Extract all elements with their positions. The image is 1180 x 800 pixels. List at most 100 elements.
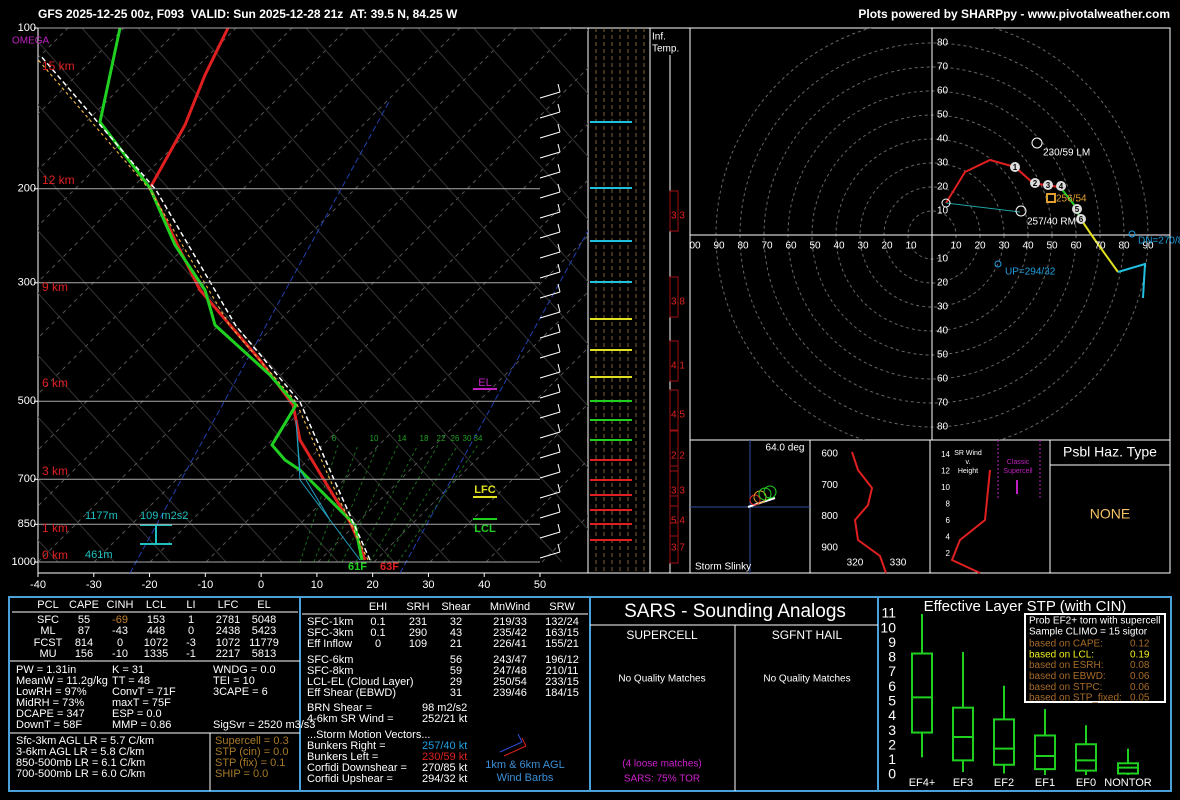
hodo-tick: 60 <box>1070 241 1082 252</box>
hodo-tick: 90 <box>713 241 725 252</box>
wind-barb <box>539 131 561 139</box>
theta-e-ptick: 600 <box>821 449 838 460</box>
stp-legend-label: based on STPC: <box>1029 682 1102 693</box>
kinematic-header: SRW <box>549 601 575 613</box>
hodo-tick: 30 <box>937 158 949 169</box>
thermo-cell: 87 <box>78 625 90 637</box>
dewpoint-profile <box>98 28 364 561</box>
wind-barb <box>557 143 561 153</box>
sr-wind-tick: 6 <box>946 516 951 525</box>
hodo-tick: 20 <box>937 182 949 193</box>
stp-tick: 5 <box>888 693 896 709</box>
wind-barb <box>557 223 561 233</box>
hodo-tick: 50 <box>809 241 821 252</box>
wind-barb <box>539 151 561 159</box>
kinematic-cell: 239/46 <box>493 687 527 699</box>
thermo-cell: -10 <box>112 648 128 660</box>
wind-barb <box>539 311 561 319</box>
kinematic-cell: 231 <box>409 616 427 628</box>
inf-temp-title: Inf. <box>652 32 666 43</box>
dry-adiabat <box>38 416 171 563</box>
hodo-tick: 80 <box>737 241 749 252</box>
skewt-annotation: 61F <box>348 561 367 573</box>
pressure-label: 850 <box>18 518 36 530</box>
stp-tick: 7 <box>888 663 896 679</box>
stp-tick: 11 <box>881 605 896 621</box>
wind-barb <box>557 343 561 353</box>
wind-barb <box>557 243 561 253</box>
hodo-tick: 20 <box>881 241 893 252</box>
kinematic-row-label: LCL-EL (Cloud Layer) <box>307 676 414 688</box>
skewt-annotation: 461m <box>85 549 113 561</box>
hodo-tick: 10 <box>905 241 917 252</box>
hodo-tick: 70 <box>937 62 949 73</box>
stp-legend-label: based on CAPE: <box>1029 639 1103 650</box>
panel-frames <box>8 596 1172 792</box>
thermo-header: LCL <box>146 599 166 611</box>
motion-value: 257/40 kt <box>422 740 467 752</box>
kinematic-extra: BRN Shear = <box>307 702 372 714</box>
hodo-tick: 80 <box>1118 241 1130 252</box>
severe-index: SHIP = 0.0 <box>215 768 268 780</box>
inf-temp-bar <box>669 276 679 318</box>
kinematic-row-label: Eff Inflow <box>307 638 352 650</box>
inf-temp-bar <box>669 340 679 382</box>
thermo-cell: -3 <box>186 637 196 649</box>
kinematic-cell: 29 <box>450 676 462 688</box>
stp-tick: 8 <box>888 649 896 665</box>
isotherm <box>317 291 588 563</box>
pressure-label: 1000 <box>12 556 36 568</box>
inf-temp-bar <box>669 465 679 507</box>
wind-barb <box>539 351 561 359</box>
sr-wind-tick: 14 <box>941 450 950 459</box>
thermo-cell: 0 <box>117 637 123 649</box>
inf-temp-value: 4.1 <box>671 361 685 372</box>
temperature-label: 50 <box>534 579 546 591</box>
kinematic-cell: 0 <box>375 638 381 650</box>
wind-barb <box>539 231 561 239</box>
height-mark-label: 5 <box>1075 205 1080 214</box>
stp-tick: 1 <box>888 751 896 767</box>
kinematic-extra-value: 98 m2/s2 <box>422 702 467 714</box>
thermo-cell: 156 <box>75 648 93 660</box>
kinematic-cell: 59 <box>450 665 462 677</box>
kinematic-cell: 233/15 <box>545 676 579 688</box>
dry-adiabat <box>38 354 227 563</box>
sr-wind-tick: 10 <box>941 483 950 492</box>
thermo-cell: 448 <box>147 625 165 637</box>
panel-dividers <box>10 611 878 791</box>
height-label: 3 km <box>42 464 68 478</box>
kinematic-cell: 290 <box>409 627 427 639</box>
stp-category: NONTOR <box>1104 777 1152 789</box>
wind-barb <box>557 323 561 333</box>
stp-legend-label: based on EBWD: <box>1029 671 1106 682</box>
mixing-ratio-label: 34 <box>474 434 483 443</box>
motion-label: Bunkers Right = <box>307 740 386 752</box>
wind-barb <box>539 371 561 379</box>
temperature-label: 30 <box>422 579 434 591</box>
hodo-label: DN=270/85 <box>1138 236 1180 247</box>
kinematic-row-label: SFC-1km <box>307 616 353 628</box>
wind-barb <box>557 463 561 473</box>
sr-wind-supercell: Classic <box>1007 459 1030 466</box>
thermo-header: LI <box>186 599 195 611</box>
wind-barb <box>539 191 561 199</box>
motion-value: 270/85 kt <box>422 762 467 774</box>
height-mark-label: 3 <box>1046 181 1051 190</box>
lapse-rate: 850-500mb LR = 6.1 C/km <box>16 757 145 769</box>
kinematic-row-label: SFC-6km <box>307 654 353 666</box>
skewt-annotation: 1177m <box>85 510 118 522</box>
pressure-label: 700 <box>18 473 36 485</box>
kinematic-cell: 155/21 <box>545 638 579 650</box>
isotherm <box>38 28 405 395</box>
mixing-ratio-line <box>313 444 359 563</box>
stp-legend-value: 0.08 <box>1130 660 1150 671</box>
sars-column: SGFNT HAIL <box>772 628 843 642</box>
index-cell: WNDG = 0.0 <box>213 664 276 676</box>
inf-temp-value: 5.4 <box>671 516 685 527</box>
mixing-ratio-line <box>299 444 339 563</box>
wind-barb <box>557 83 561 93</box>
wind-barb <box>557 303 561 313</box>
temperature-label: -30 <box>86 579 102 591</box>
motion-label: Bunkers Left = <box>307 751 378 763</box>
